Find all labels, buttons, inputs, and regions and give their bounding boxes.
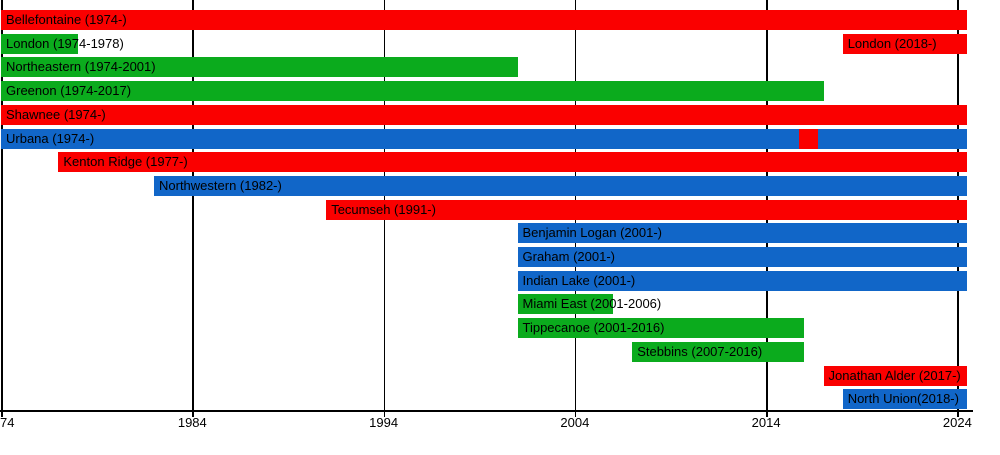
bar-label-stebbins: Stebbins (2007-2016) — [637, 343, 763, 359]
bar-label-kenton-ridge: Kenton Ridge (1977-) — [63, 154, 188, 170]
axis-tick-1984 — [192, 412, 194, 417]
timeline-bar-bellefontaine — [1, 10, 967, 30]
timeline-bar-indian-lake — [517, 270, 967, 291]
bar-label-benjamin-logan: Benjamin Logan (2001-) — [522, 225, 662, 241]
bar-label-northeastern: Northeastern (1974-2001) — [6, 59, 156, 75]
bar-label-urbana: Urbana (1974-) — [6, 130, 95, 146]
bar-label-greenon: Greenon (1974-2017) — [6, 83, 132, 99]
timeline-bar-london-1 — [842, 33, 967, 54]
bar-label-tippecanoe: Tippecanoe (2001-2016) — [522, 320, 665, 336]
timeline-bar-northwestern — [154, 175, 967, 196]
timeline-bar-urbana-1 — [798, 128, 818, 149]
axis-tick-2014 — [766, 412, 768, 417]
timeline-row-jonathan-alder: Jonathan Alder (2017-) — [0, 365, 1000, 386]
timeline-row-north-union: North Union(2018-) — [0, 389, 1000, 410]
gridline-1974 — [1, 0, 3, 410]
axis-tick-label-1984: 1984 — [177, 415, 207, 430]
bar-label-tecumseh: Tecumseh (1991-) — [331, 201, 436, 217]
timeline-bar-benjamin-logan — [517, 223, 967, 244]
timeline-row-tippecanoe: Tippecanoe (2001-2016) — [0, 318, 1000, 339]
axis-tick-label-1994: 1994 — [369, 415, 399, 430]
bar-label-london-1: London (2018-) — [847, 35, 937, 51]
timeline-bar-greenon — [1, 81, 824, 102]
bar-label-northwestern: Northwestern (1982-) — [159, 177, 282, 193]
bar-label-graham: Graham (2001-) — [522, 249, 615, 264]
timeline-bar-shawnee — [1, 104, 967, 125]
timeline-bar-tippecanoe — [517, 318, 805, 339]
axis-tick-label-2024: 2024 — [942, 415, 972, 430]
timeline-bar-tecumseh — [326, 199, 967, 220]
timeline-row-miami-east: Miami East (2001-2006) — [0, 294, 1000, 315]
timeline-bar-kenton-ridge — [58, 152, 967, 173]
axis-tick-label-1974: 74 — [0, 415, 15, 430]
timeline-row-indian-lake: Indian Lake (2001-) — [0, 270, 1000, 291]
gridline-1984 — [192, 0, 194, 410]
bar-label-jonathan-alder: Jonathan Alder (2017-) — [828, 367, 961, 383]
timeline-bar-graham — [517, 247, 967, 267]
bar-label-london: London (1974-1978) — [6, 35, 124, 51]
timeline-row-kenton-ridge: Kenton Ridge (1977-) — [0, 152, 1000, 173]
axis-tick-2024 — [957, 412, 959, 417]
axis-tick-label-2004: 2004 — [560, 415, 590, 430]
timeline-row-stebbins: Stebbins (2007-2016) — [0, 341, 1000, 362]
bar-label-shawnee: Shawnee (1974-) — [6, 106, 106, 122]
timeline-row-northeastern: Northeastern (1974-2001) — [0, 57, 1000, 78]
timeline-row-urbana: Urbana (1974-) — [0, 128, 1000, 149]
bar-label-north-union: North Union(2018-) — [847, 391, 959, 407]
timeline-row-greenon: Greenon (1974-2017) — [0, 81, 1000, 102]
timeline-row-london: London (1974-1978) London (2018-) — [0, 33, 1000, 54]
bar-label-indian-lake: Indian Lake (2001-) — [522, 272, 636, 288]
timeline-bar-london — [1, 33, 78, 54]
timeline-bar-stebbins — [632, 341, 805, 362]
timeline-row-tecumseh: Tecumseh (1991-) — [0, 199, 1000, 220]
timeline-bar-miami-east — [517, 294, 614, 315]
x-axis-line — [0, 410, 973, 412]
timeline-row-bellefontaine: Bellefontaine (1974-) — [0, 10, 1000, 30]
timeline-row-benjamin-logan: Benjamin Logan (2001-) — [0, 223, 1000, 244]
timeline-row-graham: Graham (2001-) — [0, 247, 1000, 267]
timeline-bar-northeastern — [1, 57, 518, 78]
timeline-bar-north-union — [842, 389, 967, 410]
timeline-row-northwestern: Northwestern (1982-) — [0, 175, 1000, 196]
axis-tick-label-2014: 2014 — [751, 415, 781, 430]
axis-tick-2004 — [574, 412, 577, 417]
timeline-row-shawnee: Shawnee (1974-) — [0, 104, 1000, 125]
bar-label-bellefontaine: Bellefontaine (1974-) — [6, 12, 127, 27]
axis-tick-1974 — [1, 412, 3, 417]
timeline-bar-urbana — [1, 128, 967, 149]
timeline-bar-jonathan-alder — [823, 365, 967, 386]
bar-label-miami-east: Miami East (2001-2006) — [522, 296, 662, 312]
axis-tick-1994 — [383, 412, 386, 417]
